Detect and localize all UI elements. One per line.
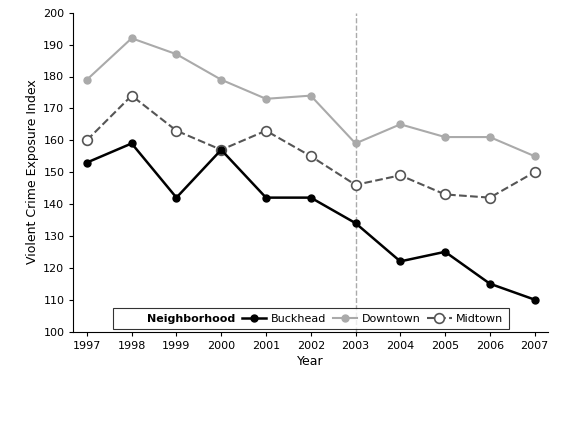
Legend: Neighborhood, Buckhead, Downtown, Midtown: Neighborhood, Buckhead, Downtown, Midtow… xyxy=(112,308,509,329)
Y-axis label: Violent Crime Exposure Index: Violent Crime Exposure Index xyxy=(26,80,39,264)
X-axis label: Year: Year xyxy=(297,355,324,368)
